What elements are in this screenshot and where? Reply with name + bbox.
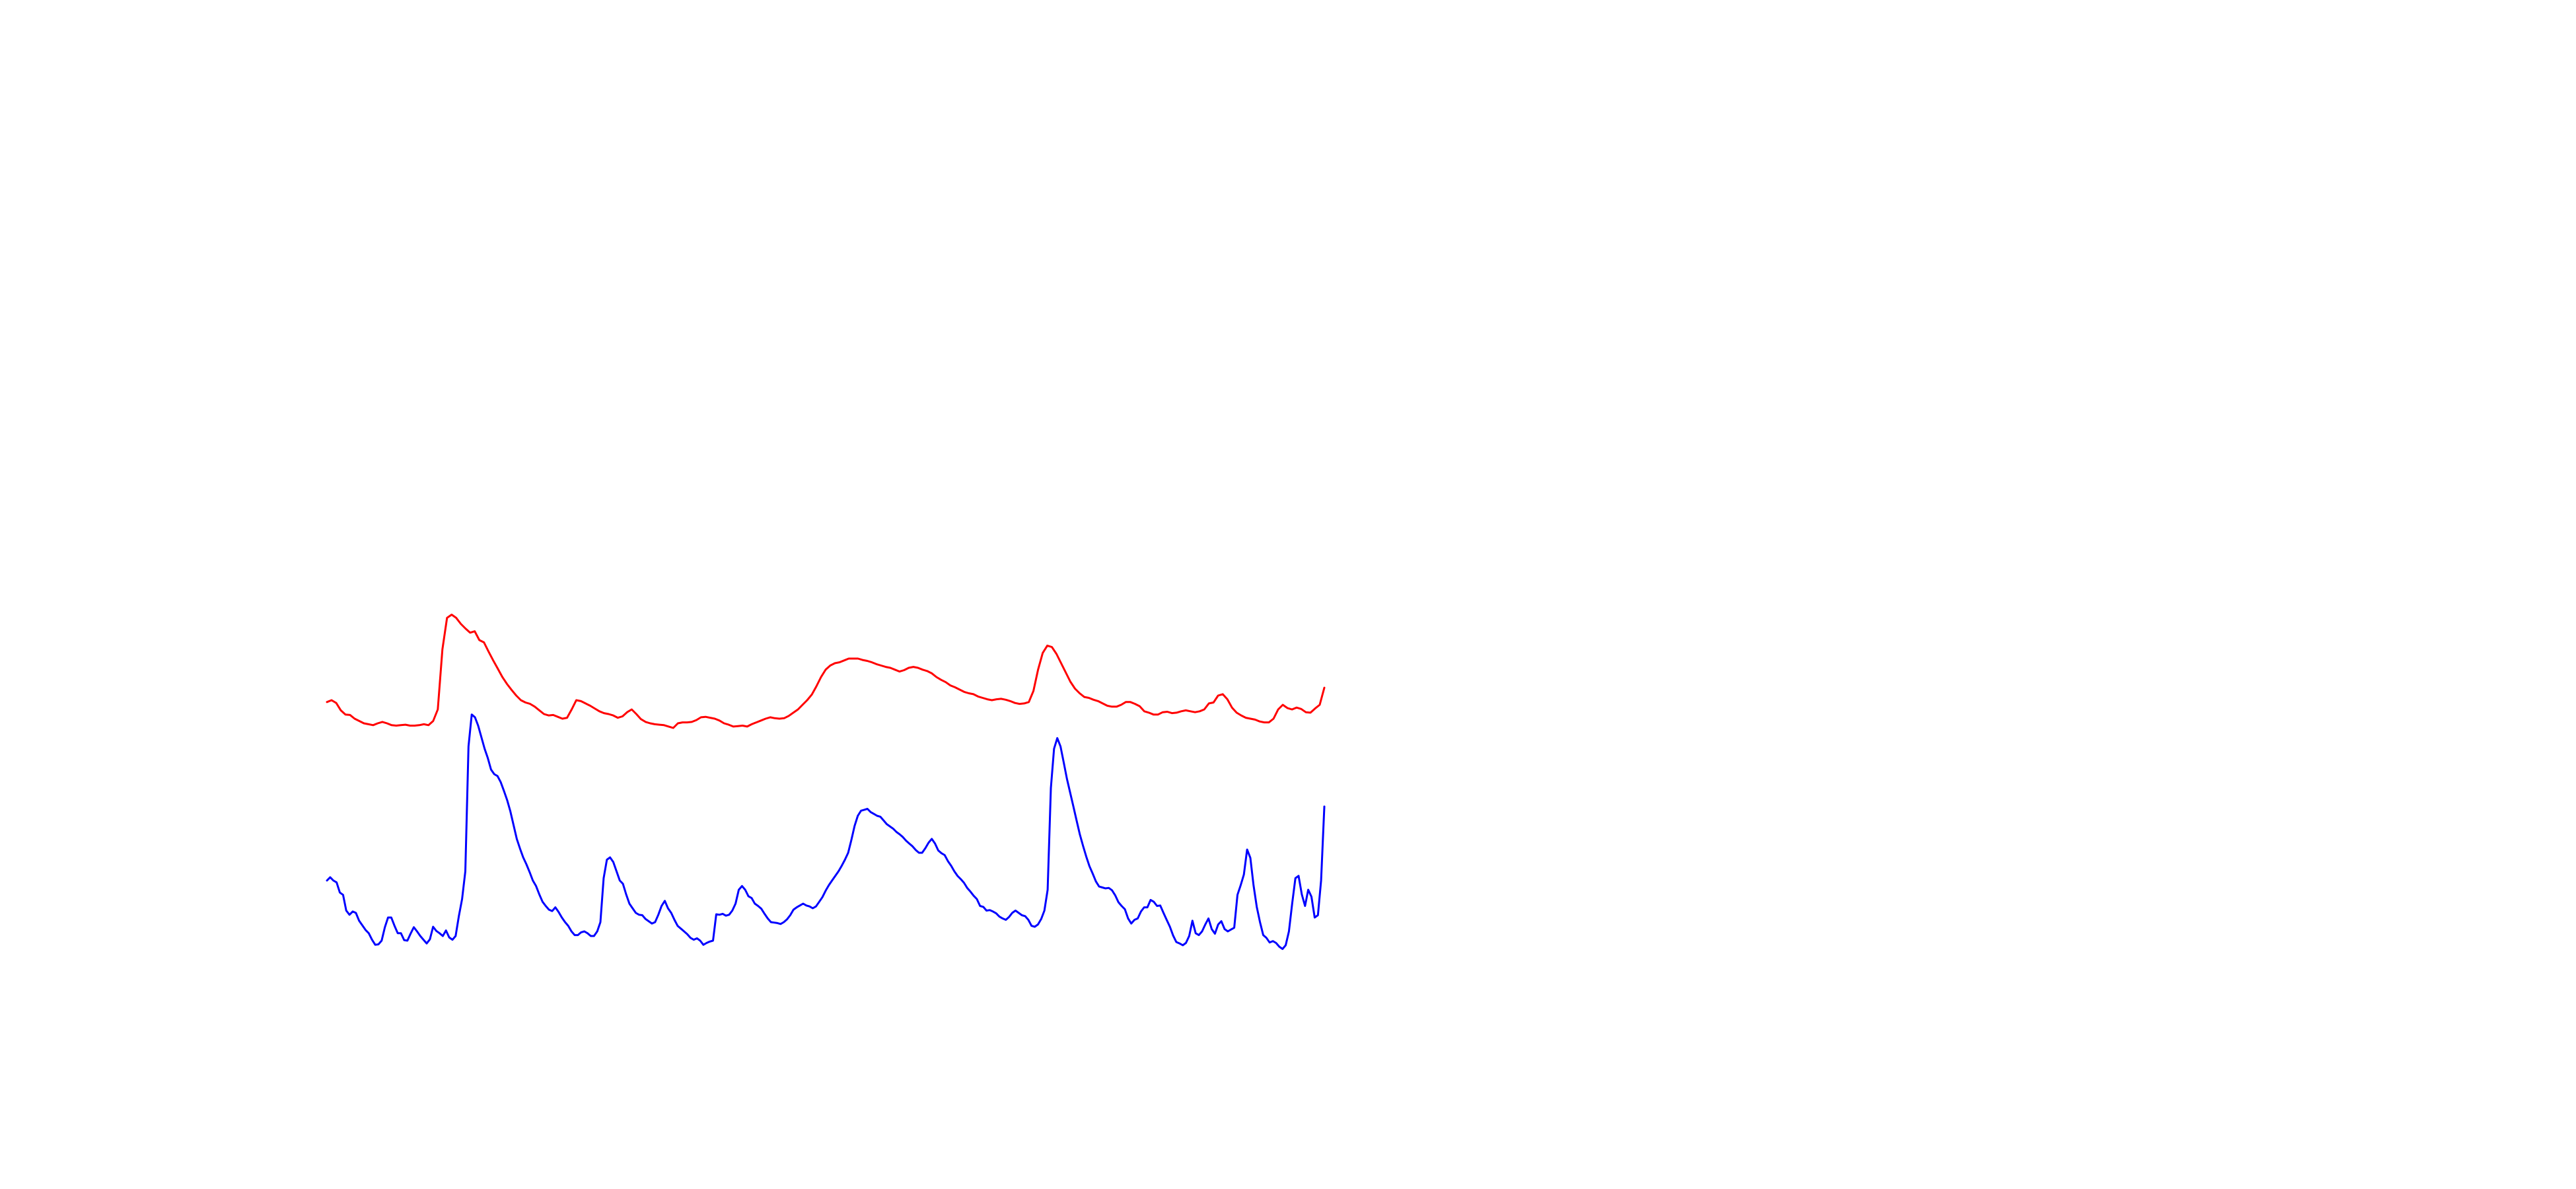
plot-area — [326, 614, 1326, 951]
series-line-2 — [326, 713, 1326, 951]
series-line-1 — [326, 614, 1326, 729]
